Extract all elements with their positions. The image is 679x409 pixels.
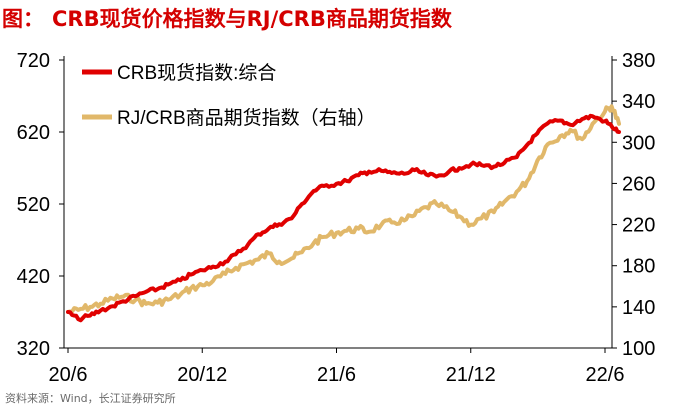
y-left-tick-label: 420: [17, 266, 50, 288]
y-right-tick-label: 220: [622, 215, 655, 237]
y-right-tick-label: 300: [622, 132, 655, 154]
chart-title-prefix: 图：: [2, 7, 44, 31]
chart-legend: CRB现货指数:综合 RJ/CRB商品期货指数（右轴）: [82, 62, 376, 129]
legend-rj-crb-label: RJ/CRB商品期货指数（右轴）: [117, 107, 376, 129]
rj-crb-series-line: [66, 104, 621, 314]
data-source-note: 资料来源：Wind，长江证券研究所: [5, 392, 176, 405]
y-left-tick-label: 320: [17, 338, 50, 360]
x-tick-label: 20/12: [177, 364, 227, 386]
x-tick-label: 21/6: [317, 364, 356, 386]
legend-crb-spot-label: CRB现货指数:综合: [117, 62, 276, 84]
x-tick-label: 21/12: [446, 364, 496, 386]
chart-title-text: CRB现货价格指数与RJ/CRB商品期货指数: [52, 7, 452, 31]
y-right-tick-label: 340: [622, 91, 655, 113]
y-left-tick-label: 620: [17, 122, 50, 144]
x-tick-label: 22/6: [586, 364, 625, 386]
chart-series: [66, 104, 621, 323]
y-right-tick-label: 180: [622, 256, 655, 278]
y-right-tick-label: 100: [622, 338, 655, 360]
y-right-tick-label: 260: [622, 173, 655, 195]
y-right-tick-label: 140: [622, 297, 655, 319]
y-right-tick-label: 380: [622, 50, 655, 72]
crb-spot-series-line: [66, 113, 621, 323]
y-left-tick-label: 720: [17, 50, 50, 72]
chart-axes: 320 420 520 620 720 100 140 180 220 260 300 340 380 2…: [17, 50, 656, 386]
y-left-tick-label: 520: [17, 194, 50, 216]
chart-title: 图： CRB现货价格指数与RJ/CRB商品期货指数: [2, 2, 452, 36]
x-tick-label: 20/6: [49, 364, 88, 386]
